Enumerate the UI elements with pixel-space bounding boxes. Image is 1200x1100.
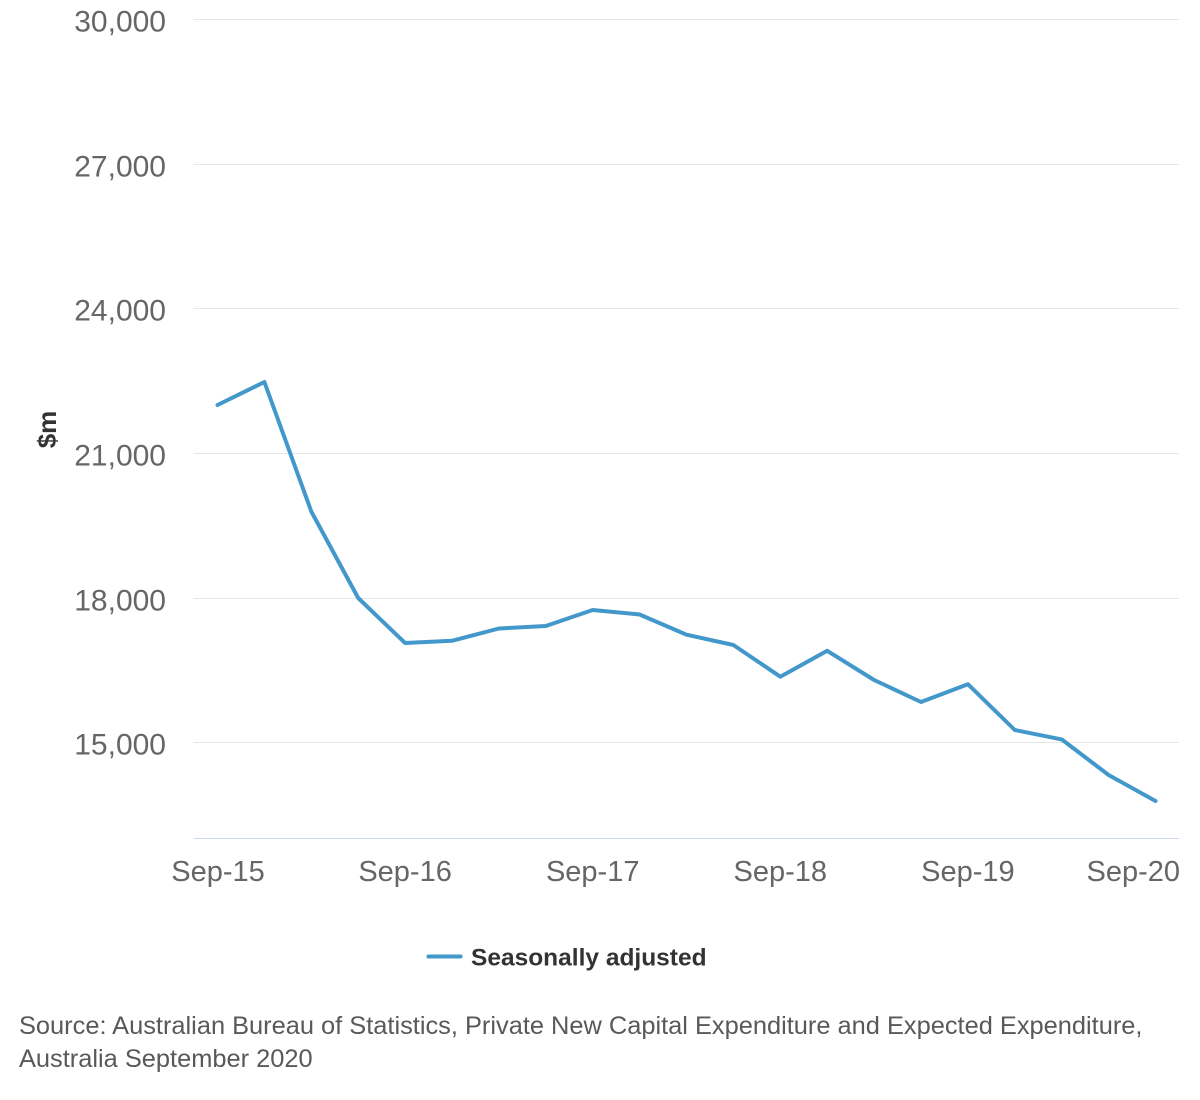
svg-text:Sep-19: Sep-19 — [921, 856, 1015, 888]
svg-text:Sep-16: Sep-16 — [358, 856, 452, 888]
svg-text:27,000: 27,000 — [74, 151, 166, 184]
svg-text:Sep-15: Sep-15 — [171, 856, 265, 888]
svg-text:30,000: 30,000 — [74, 6, 166, 39]
svg-text:Seasonally adjusted: Seasonally adjusted — [471, 945, 707, 972]
svg-text:Source: Australian Bureau of S: Source: Australian Bureau of Statistics,… — [19, 1012, 1142, 1040]
svg-text:Sep-18: Sep-18 — [734, 856, 828, 888]
svg-text:18,000: 18,000 — [74, 585, 166, 618]
svg-text:$m: $m — [32, 411, 62, 449]
svg-text:15,000: 15,000 — [74, 729, 166, 762]
svg-text:21,000: 21,000 — [74, 440, 166, 473]
svg-text:Australia September 2020: Australia September 2020 — [19, 1045, 313, 1073]
svg-text:24,000: 24,000 — [74, 295, 166, 328]
svg-text:Sep-20: Sep-20 — [1086, 856, 1180, 888]
svg-text:Sep-17: Sep-17 — [546, 856, 640, 888]
